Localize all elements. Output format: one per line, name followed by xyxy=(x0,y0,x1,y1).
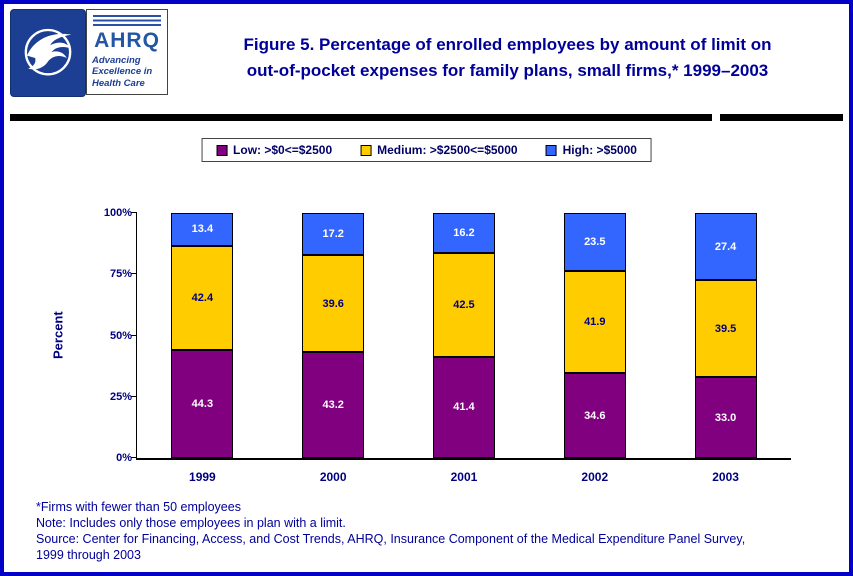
bar-segment: 41.4 xyxy=(432,356,495,458)
figure-title-line1: Figure 5. Percentage of enrolled employe… xyxy=(243,35,772,54)
bar-segment: 41.9 xyxy=(563,270,626,374)
bar-value-label: 44.3 xyxy=(191,397,214,410)
ahrq-tagline: Advancing Excellence in Health Care xyxy=(92,55,153,89)
bar-value-label: 41.9 xyxy=(584,315,606,328)
legend-label: Low: >$0<=$2500 xyxy=(233,143,333,157)
bar-segment: 33.0 xyxy=(694,377,757,458)
stacked-bar: 41.4 42.5 16.2 xyxy=(432,213,495,458)
bar-value-label: 42.5 xyxy=(453,298,475,311)
bar-value-label: 33.0 xyxy=(714,411,737,424)
bar-segment: 44.3 xyxy=(171,349,234,458)
footnote-source-years: 1999 through 2003 xyxy=(36,548,141,562)
bar-segment: 23.5 xyxy=(563,213,626,271)
ahrq-logo-lines xyxy=(93,15,161,28)
divider-bar-left xyxy=(10,114,712,121)
bar-segment: 27.4 xyxy=(694,213,757,281)
bar-value-label: 39.5 xyxy=(714,322,737,335)
legend-swatch xyxy=(545,144,557,156)
y-axis-title: Percent xyxy=(50,311,66,360)
bar-segment: 39.5 xyxy=(694,280,757,378)
bar-column: 44.3 42.4 13.4 1999 xyxy=(171,213,234,484)
stacked-bar: 43.2 39.6 17.2 xyxy=(302,213,365,458)
legend-item: Low: >$0<=$2500 xyxy=(216,143,332,157)
y-tick-label: 0% xyxy=(116,452,132,464)
bar-segment: 16.2 xyxy=(432,213,495,253)
bar-segment: 43.2 xyxy=(302,352,365,458)
stacked-bar: 44.3 42.4 13.4 xyxy=(171,213,234,458)
y-tick-label: 50% xyxy=(109,329,132,342)
figure-title-line2: out-of-pocket expenses for family plans,… xyxy=(246,61,769,80)
footnotes: *Firms with fewer than 50 employees Note… xyxy=(36,499,745,563)
bar-value-label: 16.2 xyxy=(453,226,475,239)
bar-segment: 42.5 xyxy=(432,252,495,357)
bar-segment: 17.2 xyxy=(302,213,365,256)
footnote-note: Note: Includes only those employees in p… xyxy=(36,516,346,530)
figure-title: Figure 5. Percentage of enrolled employe… xyxy=(174,32,841,84)
bar-segment: 42.4 xyxy=(171,245,234,350)
bar-segment: 13.4 xyxy=(171,213,234,246)
x-category-label: 1999 xyxy=(189,470,216,484)
y-tick-mark xyxy=(131,273,137,275)
x-category-label: 2002 xyxy=(581,470,609,484)
bar-value-label: 13.4 xyxy=(191,223,214,236)
bar-value-label: 23.5 xyxy=(584,235,606,248)
bar-column: 43.2 39.6 17.2 2000 xyxy=(302,213,365,484)
legend-swatch xyxy=(216,144,228,156)
legend-item: High: >$5000 xyxy=(545,143,637,157)
bar-value-label: 41.4 xyxy=(453,401,475,414)
stacked-bar: 34.6 41.9 23.5 xyxy=(563,213,626,458)
bar-column: 41.4 42.5 16.2 2001 xyxy=(432,213,495,484)
bar-segment: 34.6 xyxy=(563,373,626,458)
bar-column: 33.0 39.5 27.4 2003 xyxy=(694,213,757,484)
bar-value-label: 34.6 xyxy=(584,409,606,422)
chart-legend: Low: >$0<=$2500 Medium: >$2500<=$5000 High… xyxy=(201,138,652,162)
hhs-eagle-icon xyxy=(20,20,76,87)
bar-value-label: 42.4 xyxy=(191,291,214,304)
x-category-label: 2001 xyxy=(450,470,478,484)
legend-label: Medium: >$2500<=$5000 xyxy=(377,143,518,157)
y-tick-mark xyxy=(131,212,137,213)
hhs-logo xyxy=(10,9,86,97)
y-tick-label: 100% xyxy=(103,207,132,219)
footnote-source: Source: Center for Financing, Access, an… xyxy=(36,532,746,546)
bar-value-label: 27.4 xyxy=(714,240,737,253)
ahrq-acronym: AHRQ xyxy=(94,29,160,52)
bar-value-label: 43.2 xyxy=(322,399,344,412)
bar-column: 34.6 41.9 23.5 2002 xyxy=(563,213,626,484)
bar-value-label: 39.6 xyxy=(322,297,344,310)
y-tick-mark xyxy=(131,395,137,397)
footnote-firms: *Firms with fewer than 50 employees xyxy=(36,500,241,514)
x-category-label: 2003 xyxy=(712,470,739,484)
y-tick-mark xyxy=(131,457,137,458)
legend-item: Medium: >$2500<=$5000 xyxy=(360,143,518,157)
bar-segment: 39.6 xyxy=(302,255,365,353)
x-category-label: 2000 xyxy=(319,470,347,484)
y-tick-label: 25% xyxy=(109,390,132,403)
ahrq-logo: AHRQ Advancing Excellence in Health Care xyxy=(86,9,168,95)
plot-area: 44.3 42.4 13.4 1999 43.2 39.6 17.2 2000 41.4 42.5… xyxy=(131,212,791,484)
y-axis-labels: 0% 25% 50% 75% 100% xyxy=(88,207,132,464)
divider-bar-right xyxy=(720,114,843,121)
legend-label: High: >$5000 xyxy=(562,143,637,157)
y-tick-label: 75% xyxy=(109,268,132,281)
bar-value-label: 17.2 xyxy=(322,228,344,241)
y-tick-mark xyxy=(131,334,137,336)
legend-swatch xyxy=(360,144,372,156)
stacked-bar: 33.0 39.5 27.4 xyxy=(694,213,757,458)
